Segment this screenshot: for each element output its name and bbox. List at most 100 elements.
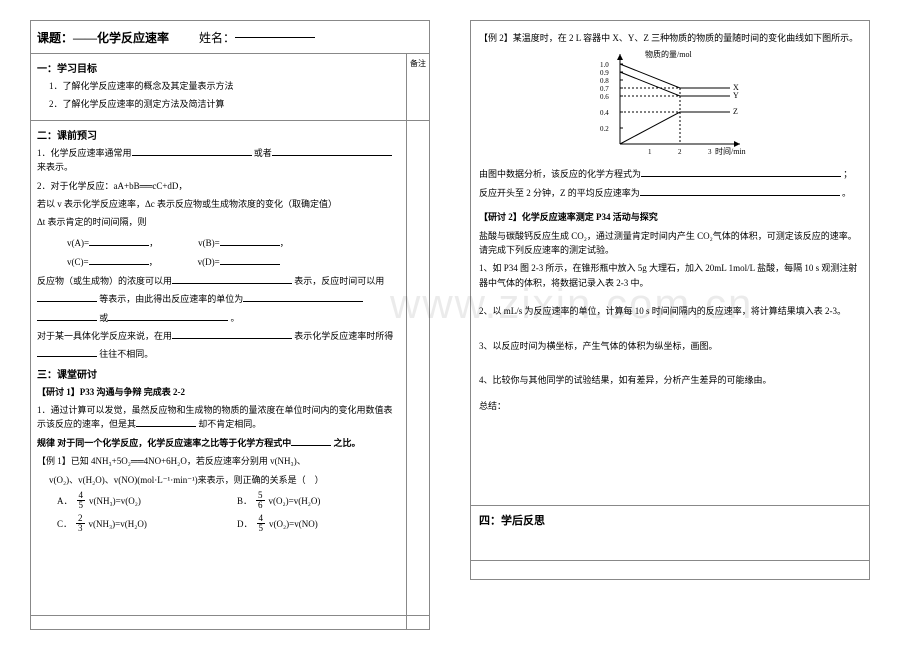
yt2-p2: 1、如 P34 图 2-3 所示，在锥形瓶中放入 5g 大理石，加入 20mL … [479, 261, 861, 290]
vb-label: v(B)= [198, 238, 220, 248]
blank [641, 167, 841, 177]
ex2-q2: 反应开头至 2 分钟，Z 的平均反应速率为 。 [479, 186, 861, 200]
p6a: 对于某一具体化学反应来说，在用 [37, 331, 172, 341]
rule-text: 规律 对于同一个化学反应，化学反应速率之比等于化学方程式中 [37, 438, 291, 448]
optA-post: v(NH₃)=v(O₂) [89, 496, 141, 506]
rule: 规律 对于同一个化学反应，化学反应速率之比等于化学方程式中 之比。 [37, 436, 400, 450]
blank [640, 186, 840, 196]
preview-line1: 1．化学反应速率通常用 或者 来表示。 [37, 146, 400, 175]
side-empty [407, 121, 429, 615]
q1b: ； [843, 169, 852, 179]
series-z: Z [733, 107, 738, 116]
yt2-p3: 2、以 mL/s 为反应速率的单位，计算每 10 s 时间间隔内的反应速率，将计… [479, 304, 861, 318]
yt2-title: 【研讨 2】化学反应速率测定 P34 活动与探究 [479, 210, 861, 224]
p5a: 反应物（或生成物）的浓度可以用 [37, 276, 172, 286]
preview-line2: 2．对于化学反应：aA+bB══cC+dD， [37, 179, 400, 193]
options: A． 45 v(NH₃)=v(O₂) B． 56 v(O₂)=v(H₂O) C．… [57, 491, 400, 533]
yt1-title: 【研讨 1】P33 沟通与争辩 完成表 2-2 [37, 385, 400, 399]
xt: 2 [678, 148, 682, 156]
preview-line5b: 等表示，由此得出反应速率的单位为 [37, 292, 400, 306]
blank [291, 436, 331, 446]
optD-post: v(O₂)=v(NO) [269, 519, 318, 529]
frac-c: 23 [76, 514, 85, 533]
ex2-q1: 由图中数据分析，该反应的化学方程式为 ； [479, 167, 861, 181]
blank [136, 417, 196, 427]
blank [220, 236, 280, 246]
optD-pre: D． [237, 517, 253, 530]
yt2-p1: 盐酸与碳酸钙反应生成 CO₂，通过测量肯定时间内产生 CO₂气体的体积，可测定该… [479, 229, 861, 258]
p6c: 往往不相同。 [99, 349, 153, 359]
ex2-intro: 【例 2】某温度时，在 2 L 容器中 X、Y、Z 三种物质的物质的量随时间的变… [479, 31, 861, 45]
vb: v(B)=， [198, 236, 289, 249]
name-blank [235, 37, 315, 38]
frac-d: 45 [257, 514, 266, 533]
option-b: B． 56 v(O₂)=v(H₂O) [237, 491, 377, 510]
p1a: 1．化学反应速率通常用 [37, 148, 132, 158]
denD: 5 [257, 524, 266, 533]
frac-a: 45 [77, 491, 86, 510]
yt2-p4: 3、以反应时间为横坐标，产生气体的体积为纵坐标，画图。 [479, 339, 861, 353]
va-label: v(A)= [67, 238, 89, 248]
option-c: C． 23 v(NH₃)=v(H₂O) [57, 514, 197, 533]
va: v(A)=， [67, 236, 158, 249]
p5c: 等表示，由此得出反应速率的单位为 [99, 294, 243, 304]
course-title: 课题：——化学反应速率 [37, 29, 169, 46]
blank [272, 146, 392, 156]
yt: 0.8 [600, 77, 609, 85]
vd: v(D)= [198, 255, 280, 268]
xt: 3 [708, 148, 712, 156]
blank [37, 347, 97, 357]
goal-2: 2．了解化学反应速率的测定方法及简洁计算 [37, 97, 400, 111]
frac-b: 56 [256, 491, 265, 510]
section1-heading: 一：学习目标 [37, 60, 400, 75]
optB-post: v(O₂)=v(H₂O) [269, 496, 321, 506]
v-row-1: v(A)=， v(B)=， [67, 236, 400, 249]
xyz-chart: 物质的量/mol 时间/min 1.0 0.9 0.8 0.7 0.6 0.4 … [590, 49, 750, 159]
yt: 0.7 [600, 85, 609, 93]
yt: 0.4 [600, 109, 609, 117]
ex1-line2: v(O₂)、v(H₂O)、v(NO)(mol·L⁻¹·min⁻¹)来表示，则正确… [37, 473, 400, 487]
footer-side [407, 616, 429, 629]
optB-pre: B． [237, 494, 252, 507]
option-a: A． 45 v(NH₃)=v(O₂) [57, 491, 197, 510]
p1b: 或者 [254, 148, 272, 158]
vd-label: v(D)= [198, 257, 220, 267]
preview-line4: Δt 表示肯定的时间间隔，则 [37, 215, 400, 229]
series-y: Y [733, 91, 739, 100]
yt1-p1b: 却不肯定相同。 [198, 419, 261, 429]
yt: 1.0 [600, 61, 609, 69]
side-note-label: 备注 [407, 54, 429, 120]
p6b: 表示化学反应速率时所得 [294, 331, 393, 341]
summary: 总结： [479, 399, 861, 413]
denB: 6 [256, 501, 265, 510]
v-row-2: v(C)=， v(D)= [67, 255, 400, 268]
blank [220, 255, 280, 265]
blank [108, 311, 228, 321]
optC-pre: C． [57, 517, 72, 530]
q1a: 由图中数据分析，该反应的化学方程式为 [479, 169, 641, 179]
p5e: 。 [231, 313, 240, 323]
preview-line3: 若以 v 表示化学反应速率，Δc 表示反应物或生成物浓度的变化（取确定值） [37, 197, 400, 211]
footer [471, 561, 869, 579]
yt1-p1: 1．通过计算可以发觉，虽然反应物和生成物的物质的量浓度在单位时间内的变化用数值表… [37, 403, 400, 432]
section3-heading: 三：课堂研讨 [37, 366, 400, 381]
blank [243, 292, 363, 302]
option-d: D． 45 v(O₂)=v(NO) [237, 514, 377, 533]
q2b: 。 [842, 188, 851, 198]
blank [37, 311, 97, 321]
section2-heading: 二：课前预习 [37, 127, 400, 142]
blank [172, 274, 292, 284]
vc: v(C)=， [67, 255, 158, 268]
yt: 0.9 [600, 69, 609, 77]
blank [89, 236, 149, 246]
p5b: 表示，反应时间可以用 [294, 276, 384, 286]
footer-cell [31, 616, 407, 629]
ylabel: 物质的量/mol [645, 49, 692, 59]
blank [172, 329, 292, 339]
denA: 5 [77, 501, 86, 510]
preview-line5: 反应物（或生成物）的浓度可以用 表示，反应时间可以用 [37, 274, 400, 288]
preview-line5c: 或 。 [37, 311, 400, 325]
yt2-p5: 4、比较你与其他同学的试验结果，如有差异，分析产生差异的可能缘由。 [479, 373, 861, 387]
yt: 0.6 [600, 93, 609, 101]
ex1-line1: 【例 1】已知 4NH₃+5O₂══4NO+6H₂O，若反应速率分别用 v(NH… [37, 454, 400, 468]
